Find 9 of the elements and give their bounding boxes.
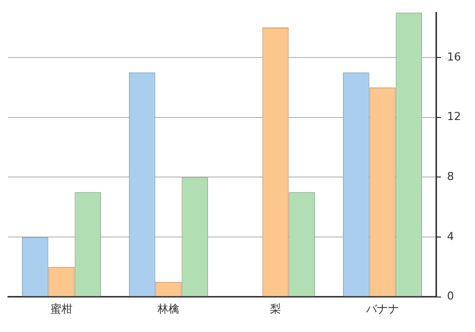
x-tick-label: バナナ [365,302,400,316]
y-tick-label: 4 [447,230,454,243]
y-tick-label: 0 [447,290,454,303]
x-tick-label: 梨 [270,302,281,316]
x-tick-label: 林檎 [156,302,180,316]
x-tick-label: 蜜柑 [50,302,72,316]
y-tick-label: 12 [447,110,462,124]
y-tick-label: 8 [447,170,454,183]
y-tick-label: 16 [447,50,462,64]
